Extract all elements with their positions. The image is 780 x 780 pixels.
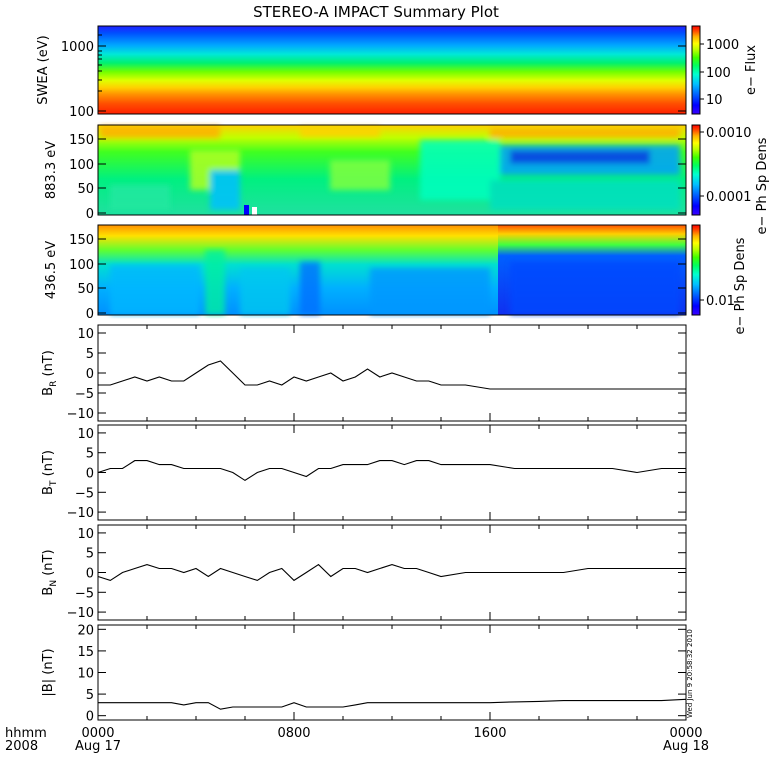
line-panel-frame xyxy=(97,424,687,521)
heatmap-883-blue-spot xyxy=(244,205,249,215)
line-panel-ylabel: BT (nT) xyxy=(41,450,59,495)
h883-ylabel: 883.3 eV xyxy=(44,141,59,199)
series-line xyxy=(97,563,686,582)
h883-ytick-150: 150 xyxy=(69,133,94,148)
swea-ytick-1000: 1000 xyxy=(61,40,94,55)
ytick-label: 15 xyxy=(77,645,94,660)
heatmap-436-texture xyxy=(110,250,680,315)
time-axis-row2-label: 2008 xyxy=(5,739,38,754)
swea-yticks xyxy=(98,25,686,112)
ytick-label: 0 xyxy=(86,367,94,382)
series-line xyxy=(98,698,687,710)
panel-swea: 1000 100 SWEA (eV) 1000 100 10 e− Flux xyxy=(36,25,759,120)
line-panel-ylabel: BN (nT) xyxy=(41,549,59,595)
h883-colorbar xyxy=(691,124,701,216)
time-tick-0000: 0000 xyxy=(81,726,114,741)
swea-cbar-tick-100: 100 xyxy=(706,66,731,81)
h883-cbar-tick-0.0010: 0.0010 xyxy=(706,126,752,141)
h436-ytick-0: 0 xyxy=(86,307,94,322)
line-panel-frame xyxy=(97,624,687,721)
h436-ytick-150: 150 xyxy=(69,233,94,248)
h436-cbar-label: e− Ph Sp Dens xyxy=(733,237,748,334)
h436-ytick-100: 100 xyxy=(69,258,94,273)
ytick-label: 10 xyxy=(77,527,94,542)
ytick-label: 10 xyxy=(77,327,94,342)
line-panels: −10 −5 0 5 10 BR (nT) −10 −5 0 5 10 BT (nT) −10 −5 0 5 1… xyxy=(41,324,687,725)
line-panel-4: 0 5 10 15 20 |B| (nT) xyxy=(41,623,687,725)
line-panel-3: −10 −5 0 5 10 BN (nT) xyxy=(41,524,687,621)
ytick-label: −10 xyxy=(67,606,94,621)
ytick-label: 0 xyxy=(86,710,94,725)
heatmap-883-gap xyxy=(252,207,257,215)
timestamp: Wed Jun 9 20:58:32 2010 xyxy=(686,629,694,718)
line-panel-2: −10 −5 0 5 10 BT (nT) xyxy=(41,424,687,521)
date-tick-aug17: Aug 17 xyxy=(75,739,121,754)
panel-436: 150 100 50 0 436.5 eV 0.01 e− Ph Sp Dens xyxy=(44,224,748,334)
swea-ytick-100: 100 xyxy=(69,105,94,120)
h883-cbar-tick-0.0001: 0.0001 xyxy=(706,190,752,205)
time-tick-0000-end: 0000 xyxy=(669,726,702,741)
ytick-label: 20 xyxy=(77,623,94,638)
swea-cbar-label: e− Flux xyxy=(744,45,759,95)
line-panel-1: −10 −5 0 5 10 BR (nT) xyxy=(41,324,687,422)
ytick-label: 10 xyxy=(77,667,94,682)
series-line xyxy=(98,360,686,390)
time-tick-1600: 1600 xyxy=(473,726,506,741)
line-panel-ylabel: |B| (nT) xyxy=(41,648,56,696)
ytick-label: 5 xyxy=(86,547,94,562)
ytick-label: 0 xyxy=(86,567,94,582)
swea-heatmap xyxy=(98,26,686,114)
time-axis-row1-label: hhmm xyxy=(5,726,47,741)
ytick-label: −5 xyxy=(75,486,94,501)
h436-cbar-tick-0.01: 0.01 xyxy=(706,294,735,309)
h883-ytick-50: 50 xyxy=(77,182,94,197)
ytick-label: 10 xyxy=(77,427,94,442)
date-tick-aug18: Aug 18 xyxy=(663,739,709,754)
time-tick-0800: 0800 xyxy=(277,726,310,741)
time-axis: hhmm 2008 0000 Aug 17 0800 1600 0000 Aug… xyxy=(5,726,709,754)
swea-ylabel: SWEA (eV) xyxy=(36,35,51,104)
plot-title: STEREO-A IMPACT Summary Plot xyxy=(253,3,499,21)
ytick-label: 5 xyxy=(86,688,94,703)
ytick-label: 5 xyxy=(86,447,94,462)
h883-ytick-0: 0 xyxy=(86,207,94,222)
ytick-label: 5 xyxy=(86,347,94,362)
ytick-label: −10 xyxy=(67,506,94,521)
ytick-label: −5 xyxy=(75,387,94,402)
ytick-label: 0 xyxy=(86,467,94,482)
swea-cbar-tick-10: 10 xyxy=(706,93,723,108)
heatmap-883-texture xyxy=(100,126,680,210)
h436-ytick-50: 50 xyxy=(77,282,94,297)
swea-colorbar xyxy=(691,25,701,115)
line-panel-ylabel: BR (nT) xyxy=(41,350,59,396)
ytick-label: −10 xyxy=(67,407,94,422)
h436-ylabel: 436.5 eV xyxy=(44,241,59,299)
h436-colorbar xyxy=(691,224,701,316)
series-line xyxy=(97,460,686,482)
ytick-label: −5 xyxy=(75,586,94,601)
h883-cbar-label: e− Ph Sp Dens xyxy=(755,137,770,234)
panel-883: 150 100 50 0 883.3 eV 0.0010 0.0001 e− P… xyxy=(44,124,770,234)
line-panel-frame xyxy=(97,524,687,621)
h883-ytick-100: 100 xyxy=(69,158,94,173)
swea-cbar-tick-1000: 1000 xyxy=(706,38,739,53)
